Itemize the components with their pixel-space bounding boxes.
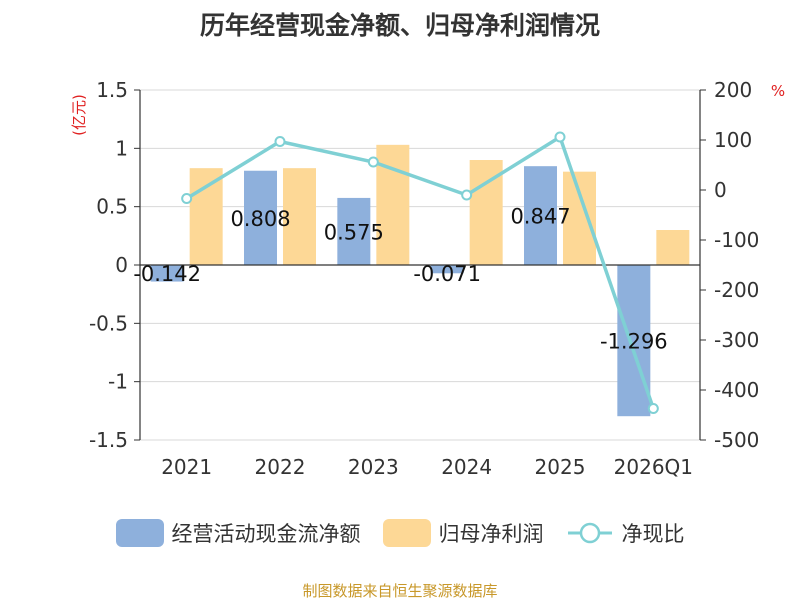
point-cash-ratio [181,193,193,204]
right-axis-unit: % [771,82,785,100]
chart-title: 历年经营现金净额、归母净利润情况 [199,11,600,40]
legend-label-cash-ratio: 净现比 [621,522,685,546]
left-axis-unit: (亿元) [70,94,88,136]
left-axis-tick-label: -1.5 [89,428,128,452]
right-axis-tick-label: -500 [714,428,759,452]
legend-item-cashflow[interactable]: 经营活动现金流净额 [115,518,361,548]
legend-line-marker [567,522,612,544]
x-axis-tick-label: 2024 [441,455,492,479]
bar-cashflow [244,170,277,265]
left-axis-tick-label: 1 [115,136,128,160]
point-cash-ratio [274,136,286,147]
bar-net-profit [563,171,596,265]
right-axis-tick-label: -400 [714,378,759,402]
bar-cashflow [337,197,371,265]
legend-item-cash-ratio[interactable]: 净现比 [566,518,685,548]
right-axis-tick-label: -200 [714,278,759,302]
right-axis-tick-label: 200 [714,78,752,102]
source-note: 制图数据来自恒生聚源数据库 [302,582,498,600]
point-cash-ratio [367,156,379,168]
legend-swatch-cashflow [115,519,164,547]
left-axis-tick-label: -0.5 [89,311,128,335]
data-label-cashflow: -0.071 [413,262,481,286]
bar-net-profit [656,230,690,265]
point-cash-ratio [461,189,473,201]
right-axis-tick-label: -300 [714,328,759,352]
chart-legend: 经营活动现金流净额 归母净利润 净现比 [0,518,800,548]
bar-cashflow [150,265,184,282]
line-cash-ratio [185,134,655,410]
bar-net-profit [189,168,223,265]
left-axis-tick-label: 0 [115,253,128,277]
data-label-cashflow: 0.808 [230,207,290,231]
left-axis-tick-label: 0.5 [96,195,128,219]
data-label-cashflow: 0.575 [324,220,384,244]
x-axis-tick-label: 2022 [255,455,306,479]
bar-net-profit [283,168,316,265]
legend-item-net-profit[interactable]: 归母净利润 [382,518,544,548]
data-label-cashflow: -1.296 [600,330,668,354]
point-cash-ratio [647,403,659,414]
point-cash-ratio [554,131,566,143]
legend-swatch-net-profit [382,519,431,547]
data-label-cashflow: 0.847 [510,205,570,229]
x-axis-tick-label: 2021 [161,455,212,479]
legend-label-net-profit: 归母净利润 [438,522,544,546]
bar-net-profit [376,144,410,265]
x-axis-tick-label: 2025 [535,455,586,479]
bar-cashflow [617,265,651,417]
right-axis-tick-label: -100 [714,228,759,252]
left-axis-tick-label: 1.5 [96,78,128,102]
x-axis-tick-label: 2023 [348,455,399,479]
right-axis-tick-label: 0 [714,178,727,202]
data-label-cashflow: -0.142 [133,262,201,286]
bar-cashflow [524,166,557,265]
bar-cashflow [430,265,464,274]
legend-label-cashflow: 经营活动现金流净额 [171,522,361,546]
left-axis-tick-label: -1 [108,370,128,394]
right-axis-tick-label: 100 [714,128,752,152]
x-axis-tick-label: 2026Q1 [614,455,693,479]
